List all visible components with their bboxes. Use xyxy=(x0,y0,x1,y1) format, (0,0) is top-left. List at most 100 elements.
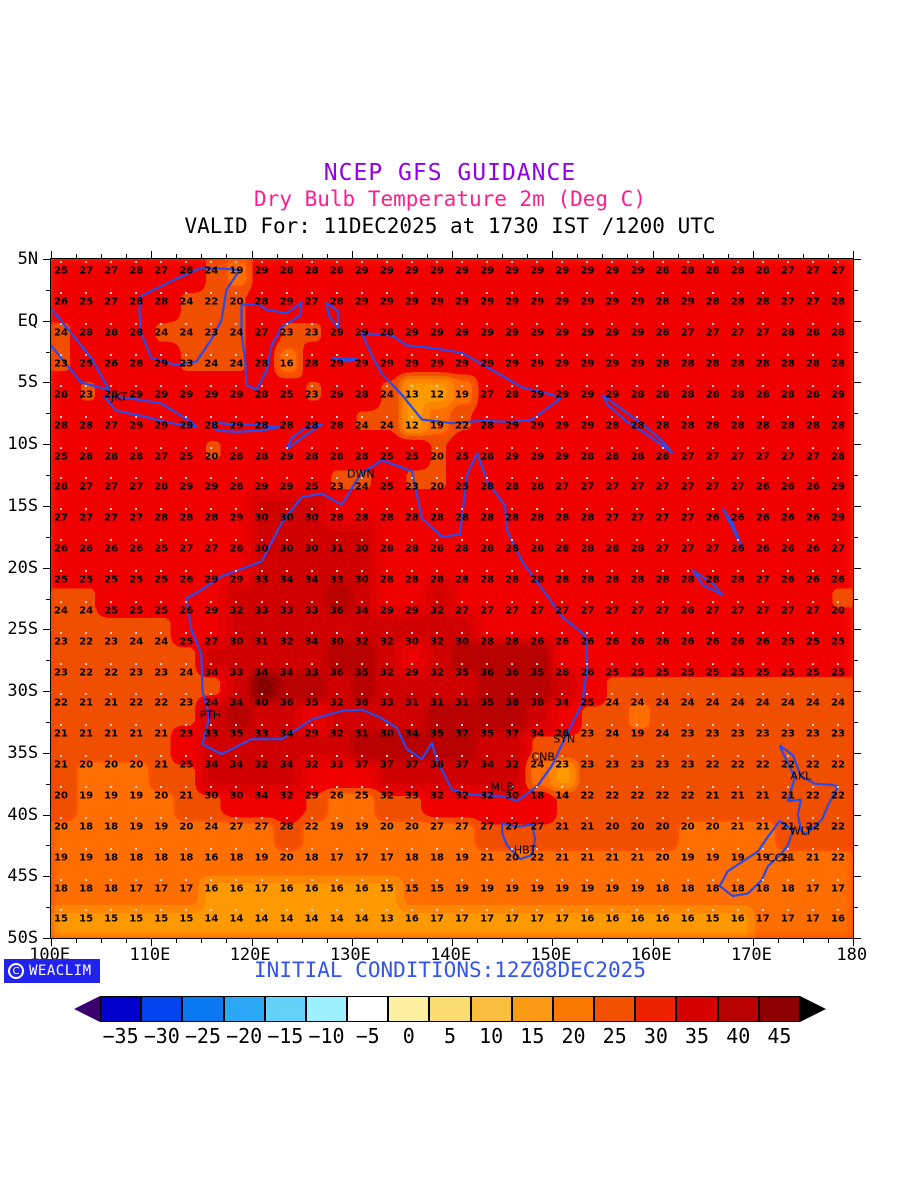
grid-dot xyxy=(60,816,63,819)
grid-temperature-value: 24 xyxy=(179,296,194,308)
grid-temperature-value: 34 xyxy=(204,667,219,679)
grid-dot xyxy=(561,261,564,264)
grid-dot xyxy=(461,847,464,850)
colorbar-segment[interactable] xyxy=(758,996,800,1022)
colorbar-segment[interactable] xyxy=(552,996,595,1022)
grid-temperature-value: 28 xyxy=(555,574,570,586)
grid-temperature-value: 15 xyxy=(79,913,94,925)
grid-dot xyxy=(285,261,288,264)
grid-temperature-value: 28 xyxy=(480,512,495,524)
weaclim-logo[interactable]: C WEACLIM xyxy=(4,959,100,983)
grid-dot xyxy=(486,292,489,295)
grid-temperature-value: 29 xyxy=(204,481,219,493)
grid-temperature-value: 19 xyxy=(329,821,344,833)
grid-temperature-value: 29 xyxy=(154,389,169,401)
y-axis-tick-label: 45S xyxy=(7,866,39,887)
coastline xyxy=(601,393,674,454)
grid-temperature-value: 29 xyxy=(379,605,394,617)
grid-temperature-value: 23 xyxy=(154,667,169,679)
grid-temperature-value: 27 xyxy=(580,605,595,617)
grid-temperature-value: 28 xyxy=(329,420,344,432)
grid-dot xyxy=(60,539,63,542)
colorbar-high-cap xyxy=(800,996,826,1022)
colorbar-segment[interactable] xyxy=(429,996,471,1022)
axis-tick xyxy=(43,752,51,754)
colorbar-segment[interactable] xyxy=(141,996,183,1022)
grid-temperature-value: 28 xyxy=(204,420,219,432)
axis-tick xyxy=(51,251,52,259)
grid-temperature-value: 21 xyxy=(79,697,94,709)
coastline xyxy=(240,301,303,391)
grid-dot xyxy=(260,539,263,542)
grid-temperature-value: 19 xyxy=(154,821,169,833)
grid-temperature-value: 24 xyxy=(229,327,244,339)
grid-temperature-value: 29 xyxy=(555,327,570,339)
grid-dot xyxy=(235,878,238,881)
colorbar-segment[interactable] xyxy=(100,996,142,1022)
grid-temperature-value: 25 xyxy=(780,667,795,679)
grid-dot xyxy=(761,786,764,789)
axis-tick xyxy=(777,938,779,943)
grid-dot xyxy=(285,847,288,850)
grid-temperature-value: 21 xyxy=(480,852,495,864)
map-plot-area[interactable]: 25 27 27 28 27 28 24 19 29 28 28 28 29 29 29 29 29 29 29 29… xyxy=(43,251,861,946)
colorbar-segment[interactable] xyxy=(182,996,224,1022)
grid-temperature-value: 15 xyxy=(379,883,394,895)
grid-dot xyxy=(310,323,313,326)
axis-tick xyxy=(351,251,353,259)
axis-tick xyxy=(502,938,504,943)
grid-temperature-value: 28 xyxy=(680,265,695,277)
grid-temperature-value: 27 xyxy=(530,605,545,617)
colorbar-segment[interactable] xyxy=(264,996,306,1022)
grid-temperature-value: 29 xyxy=(680,296,695,308)
grid-temperature-value: 16 xyxy=(204,883,219,895)
axis-tick xyxy=(853,938,854,946)
grid-dot xyxy=(360,662,363,665)
colorbar-segment[interactable] xyxy=(470,996,512,1022)
grid-temperature-value: 19 xyxy=(455,852,469,864)
axis-tick xyxy=(46,536,51,538)
colorbar-segment[interactable] xyxy=(717,996,759,1022)
grid-temperature-value: 29 xyxy=(480,327,495,339)
grid-temperature-value: 22 xyxy=(204,296,219,308)
colorbar-segment[interactable] xyxy=(305,996,348,1022)
grid-temperature-value: 27 xyxy=(755,327,770,339)
colorbar-segment[interactable] xyxy=(594,996,636,1022)
y-axis-tick-label: 15S xyxy=(7,495,39,516)
grid-temperature-value: 27 xyxy=(104,481,119,493)
axis-tick xyxy=(43,259,51,260)
grid-temperature-value: 31 xyxy=(329,543,344,555)
grid-temperature-value: 21 xyxy=(780,821,795,833)
grid-dot xyxy=(385,539,388,542)
colorbar-segment[interactable] xyxy=(511,996,553,1022)
grid-temperature-value: 17 xyxy=(830,883,845,895)
colorbar-tick-label: 25 xyxy=(602,1024,627,1048)
chart-title-model: NCEP GFS GUIDANCE xyxy=(323,160,577,186)
axis-tick xyxy=(301,254,303,259)
colorbar-segment[interactable] xyxy=(223,996,265,1022)
grid-dot xyxy=(160,755,163,758)
grid-temperature-value: 29 xyxy=(505,265,520,277)
grid-dot xyxy=(836,631,839,634)
grid-temperature-value: 29 xyxy=(555,296,570,308)
colorbar-segment[interactable] xyxy=(347,996,389,1022)
colorbar-segment[interactable] xyxy=(635,996,677,1022)
grid-dot xyxy=(210,878,213,881)
grid-dot xyxy=(185,477,188,480)
grid-temperature-value: 28 xyxy=(655,389,670,401)
grid-temperature-value: 26 xyxy=(730,543,745,555)
colorbar-segment[interactable] xyxy=(676,996,718,1022)
x-axis-tick-label: 160E xyxy=(630,945,672,965)
colorbar-segment[interactable] xyxy=(388,996,430,1022)
grid-dot xyxy=(711,816,714,819)
grid-temperature-value: 25 xyxy=(79,358,94,370)
grid-temperature-value: 28 xyxy=(705,389,720,401)
grid-dot xyxy=(611,261,614,264)
grid-temperature-value: 28 xyxy=(154,512,169,524)
grid-dot xyxy=(811,847,814,850)
grid-temperature-value: 28 xyxy=(705,296,720,308)
grid-dot xyxy=(636,539,639,542)
grid-temperature-value: 29 xyxy=(580,420,595,432)
grid-temperature-value: 21 xyxy=(730,821,745,833)
colorbar[interactable] xyxy=(74,996,826,1022)
